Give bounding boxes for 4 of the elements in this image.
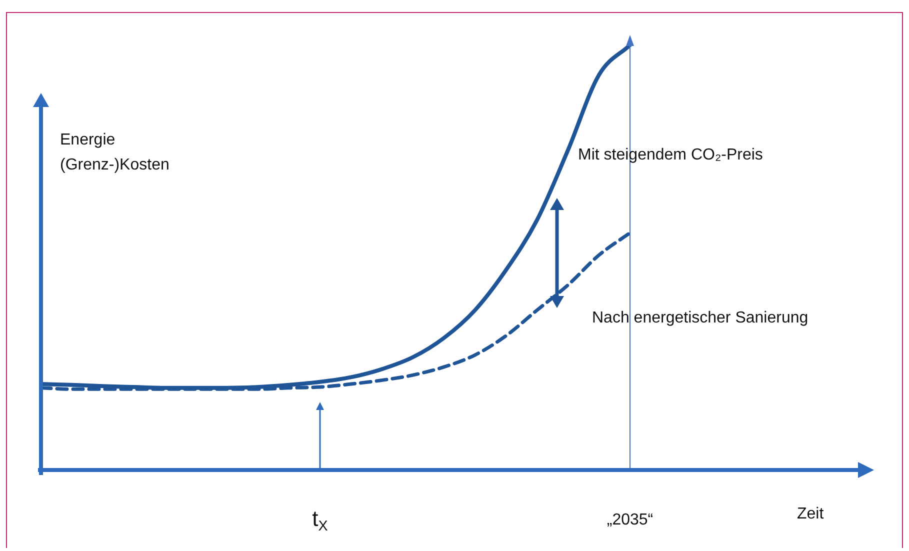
- y-axis-title: Energie (Grenz-)Kosten: [60, 131, 170, 174]
- x-axis-title: Zeit: [797, 505, 824, 522]
- x-tick-label: „2035“: [606, 511, 654, 528]
- text: Nach energetischer Sanierung: [592, 309, 808, 326]
